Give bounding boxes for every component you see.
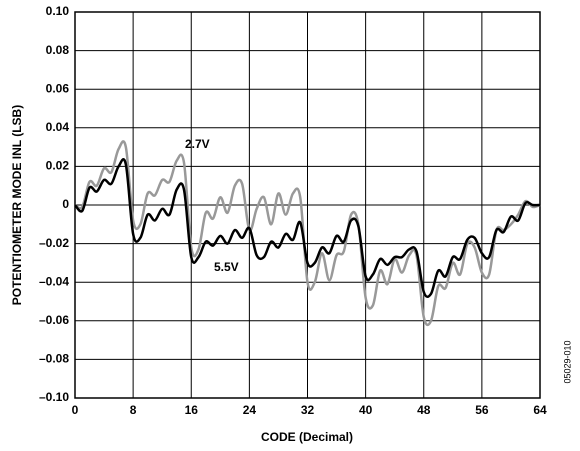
- annotation: 5.5V: [214, 260, 239, 274]
- x-tick-label: 24: [243, 403, 257, 417]
- x-axis-label: CODE (Decimal): [261, 430, 353, 444]
- series-line: [74, 140, 541, 327]
- x-tick-label: 16: [185, 403, 199, 417]
- x-tick-label: 64: [533, 403, 547, 417]
- y-tick-label: 0.08: [46, 43, 70, 57]
- annotation: 2.7V: [185, 137, 210, 151]
- y-tick-label: –0.06: [39, 313, 69, 327]
- x-tick-label: 8: [130, 403, 137, 417]
- y-tick-label: –0.08: [39, 352, 69, 366]
- y-axis-label: POTENTIOMETER MODE INL (LSB): [10, 105, 24, 305]
- x-tick-label: 56: [475, 403, 489, 417]
- x-tick-label: 0: [72, 403, 79, 417]
- y-tick-label: –0.10: [39, 390, 69, 404]
- x-tick-label: 48: [417, 403, 431, 417]
- y-tick-label: 0.10: [46, 4, 70, 18]
- y-tick-label: 0.02: [46, 159, 70, 173]
- x-tick-label: 40: [359, 403, 373, 417]
- y-tick-label: –0.02: [39, 236, 69, 250]
- y-tick-label: 0: [62, 197, 69, 211]
- y-tick-label: 0.04: [46, 120, 70, 134]
- series-line: [74, 158, 541, 299]
- figure-code: 05029-010: [562, 340, 572, 383]
- y-tick-label: –0.04: [39, 274, 69, 288]
- x-tick-label: 32: [301, 403, 315, 417]
- y-tick-label: 0.06: [46, 81, 70, 95]
